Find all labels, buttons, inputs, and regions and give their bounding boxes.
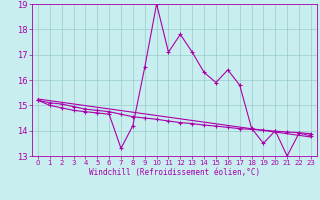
X-axis label: Windchill (Refroidissement éolien,°C): Windchill (Refroidissement éolien,°C) xyxy=(89,168,260,177)
